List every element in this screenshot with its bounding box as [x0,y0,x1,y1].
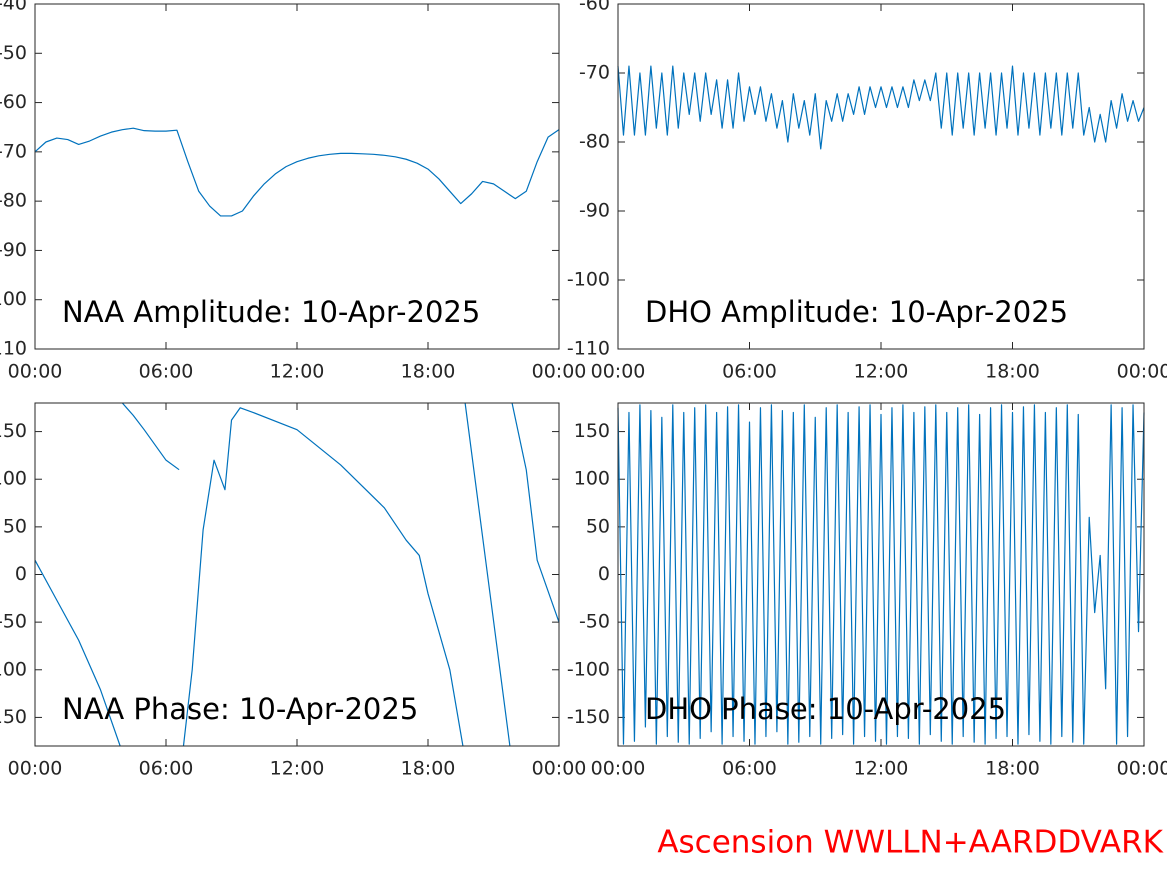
y-tick-label: -70 [0,140,27,162]
y-tick-label: -150 [0,706,27,728]
y-tick-label: 150 [0,420,27,442]
plot-title: DHO Phase: 10-Apr-2025 [645,692,1006,726]
x-tick-label: 00:00 [1117,758,1167,780]
x-tick-label: 00:00 [8,361,63,383]
axes-box [34,3,560,350]
y-tick-label: -150 [567,706,610,728]
y-tick-label: -60 [0,91,27,113]
x-tick-label: 00:00 [1117,361,1167,383]
y-tick-label: 0 [598,563,610,585]
y-tick-label: -50 [0,42,27,64]
y-tick-label: -70 [579,62,610,84]
y-tick-label: 50 [586,515,610,537]
y-tick-label: -100 [0,658,27,680]
x-tick-label: 06:00 [722,758,777,780]
y-tick-label: 100 [574,468,610,490]
y-tick-label: 0 [15,563,27,585]
y-tick-label: 150 [574,420,610,442]
plot-title: NAA Amplitude: 10-Apr-2025 [62,295,480,329]
axes-box [34,402,560,747]
x-tick-label: 12:00 [854,758,909,780]
y-tick-label: -50 [579,611,610,633]
y-tick-label: -110 [0,338,27,360]
x-tick-label: 12:00 [270,758,325,780]
y-tick-label: -100 [567,269,610,291]
x-tick-label: 00:00 [8,758,63,780]
x-tick-label: 00:00 [591,361,646,383]
x-tick-label: 18:00 [401,758,456,780]
x-tick-label: 18:00 [985,361,1040,383]
x-tick-label: 06:00 [139,758,194,780]
plot-title: NAA Phase: 10-Apr-2025 [62,692,418,726]
x-tick-label: 06:00 [139,361,194,383]
y-tick-label: -100 [567,658,610,680]
x-tick-label: 06:00 [722,361,777,383]
data-line [617,404,1145,745]
x-tick-label: 18:00 [401,361,456,383]
y-tick-label: -40 [0,0,27,15]
y-tick-label: -110 [567,338,610,360]
axes-box [617,402,1145,747]
x-tick-label: 12:00 [270,361,325,383]
y-tick-label: 50 [3,515,27,537]
y-tick-label: -80 [579,131,610,153]
y-tick-label: -50 [0,611,27,633]
data-line [34,127,560,217]
plot-title: DHO Amplitude: 10-Apr-2025 [645,295,1068,329]
axes-box [617,3,1145,350]
y-tick-label: -60 [579,0,610,15]
y-tick-label: -90 [579,200,610,222]
data-line [617,65,1145,150]
x-tick-label: 12:00 [854,361,909,383]
y-tick-label: -100 [0,288,27,310]
y-tick-label: 100 [0,468,27,490]
x-tick-label: 18:00 [985,758,1040,780]
x-tick-label: 00:00 [532,758,587,780]
x-tick-label: 00:00 [532,361,587,383]
y-tick-label: -90 [0,239,27,261]
y-tick-label: -80 [0,190,27,212]
footer: Ascension WWLLN+AARDDVARK [657,825,1163,861]
x-tick-label: 00:00 [591,758,646,780]
data-line [34,402,560,747]
